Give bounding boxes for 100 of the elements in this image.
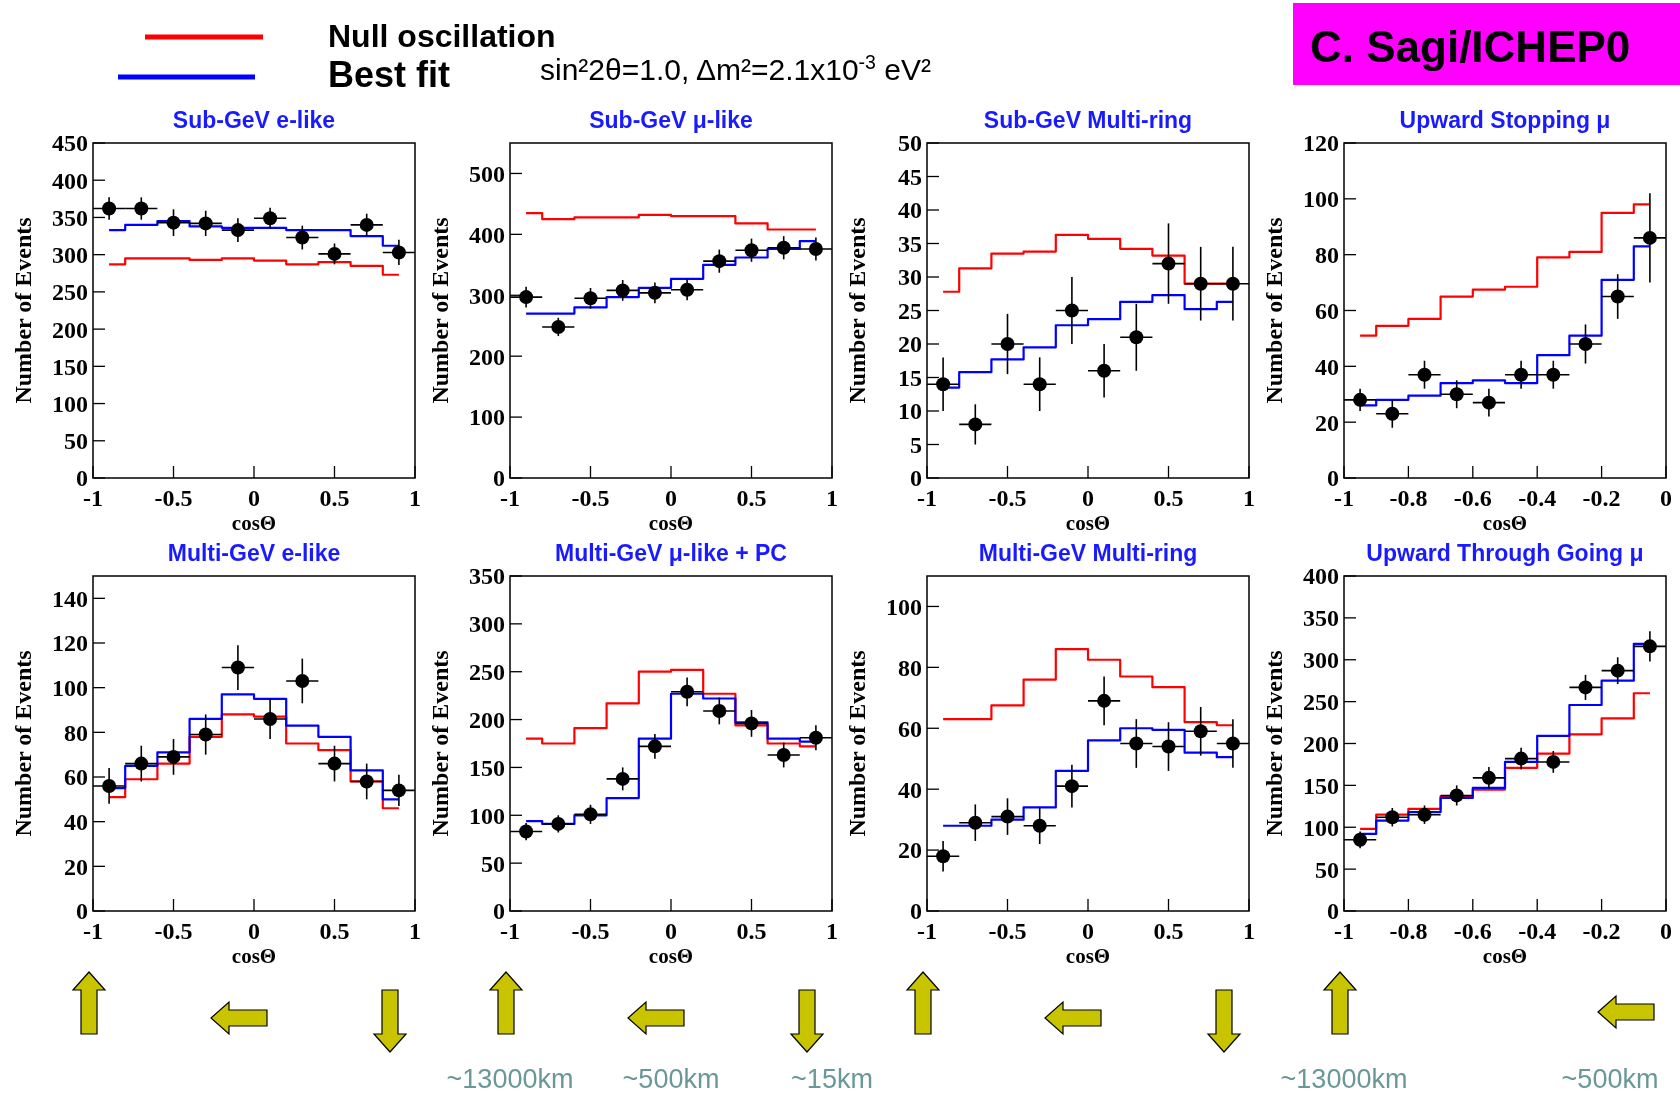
y-tick-label: 40: [1315, 353, 1339, 380]
x-tick-label: 0: [1660, 918, 1672, 944]
y-axis-title: Number of Events: [427, 217, 453, 404]
y-tick-label: 50: [64, 428, 88, 455]
x-tick-label: 1: [409, 918, 421, 944]
y-tick-label: 35: [898, 230, 922, 257]
y-tick-label: 500: [469, 160, 505, 187]
legend-label: Best fit: [328, 54, 451, 95]
text: sin²2θ=1.0, Δm²=2.1x10$^{-3}$ eV²: [540, 51, 931, 86]
y-tick-label: 40: [898, 776, 922, 803]
x-axis-title: cosΘ: [1482, 511, 1528, 535]
text: C. Sagi/ICHEP0: [1310, 22, 1631, 71]
x-tick-label: -0.8: [1389, 918, 1428, 944]
y-tick-label: 200: [1303, 730, 1339, 757]
y-tick-label: 100: [52, 675, 88, 702]
y-tick-label: 350: [469, 563, 505, 590]
y-tick-label: 150: [52, 353, 88, 380]
text: ~500km: [1561, 1064, 1659, 1094]
x-axis-title: cosΘ: [1065, 511, 1111, 535]
y-axis-title: Number of Events: [844, 650, 870, 837]
x-tick-label: 0.5: [736, 485, 767, 511]
y-tick-label: 120: [52, 630, 88, 657]
y-tick-label: 250: [1303, 689, 1339, 716]
y-tick-label: 10: [898, 398, 922, 425]
y-tick-label: 120: [1303, 130, 1339, 157]
y-tick-label: 30: [898, 264, 922, 291]
x-tick-label: 1: [1243, 918, 1255, 944]
y-tick-label: 250: [469, 659, 505, 686]
y-tick-label: 40: [898, 197, 922, 224]
y-tick-label: 100: [469, 802, 505, 829]
x-tick-label: -0.6: [1453, 918, 1492, 944]
y-tick-label: 100: [52, 390, 88, 417]
y-tick-label: 80: [64, 719, 88, 746]
x-axis-title: cosΘ: [648, 944, 694, 968]
x-tick-label: -0.5: [154, 485, 193, 511]
y-tick-label: 300: [469, 611, 505, 638]
y-tick-label: 20: [898, 837, 922, 864]
text: ~15km: [791, 1064, 873, 1094]
y-tick-label: 45: [898, 163, 922, 190]
chart-title: Multi-GeV μ-like + PC: [555, 540, 787, 566]
y-tick-label: 300: [469, 282, 505, 309]
y-tick-label: 450: [52, 130, 88, 157]
y-tick-label: 50: [1315, 856, 1339, 883]
y-tick-label: 300: [1303, 647, 1339, 674]
y-tick-label: 25: [898, 297, 922, 324]
text: ~500km: [622, 1064, 720, 1094]
y-tick-label: 350: [52, 204, 88, 231]
y-tick-label: 150: [469, 754, 505, 781]
y-tick-label: 80: [898, 654, 922, 681]
chart-title: Sub-GeV μ-like: [589, 107, 753, 133]
x-axis-title: cosΘ: [231, 944, 277, 968]
y-tick-label: 60: [1315, 297, 1339, 324]
x-tick-label: 0: [1082, 918, 1094, 944]
x-tick-label: 0.5: [1153, 485, 1184, 511]
y-tick-label: 300: [52, 242, 88, 269]
x-tick-label: 0: [248, 485, 260, 511]
text: ~13000km: [446, 1064, 574, 1094]
x-tick-label: -0.4: [1518, 918, 1557, 944]
y-tick-label: 80: [1315, 242, 1339, 269]
x-axis-title: cosΘ: [231, 511, 277, 535]
x-tick-label: -0.5: [154, 918, 193, 944]
y-tick-label: 350: [1303, 605, 1339, 632]
x-tick-label: -0.6: [1453, 485, 1492, 511]
x-tick-label: 0.5: [319, 918, 350, 944]
x-axis-title: cosΘ: [1065, 944, 1111, 968]
chart-title: Sub-GeV Multi-ring: [983, 107, 1193, 133]
y-tick-label: 100: [1303, 186, 1339, 213]
text: ~13000km: [1280, 1064, 1408, 1094]
x-tick-label: -0.5: [571, 485, 610, 511]
y-tick-label: 15: [898, 364, 922, 391]
y-tick-label: 200: [469, 343, 505, 370]
y-axis-title: Number of Events: [10, 217, 36, 404]
y-tick-label: 50: [898, 130, 922, 157]
x-tick-label: 0: [1082, 485, 1094, 511]
x-tick-label: 0: [665, 918, 677, 944]
x-tick-label: -0.2: [1582, 485, 1621, 511]
x-tick-label: 0.5: [736, 918, 767, 944]
x-tick-label: 0: [248, 918, 260, 944]
y-tick-label: 140: [52, 585, 88, 612]
chart-title: Sub-GeV e-like: [172, 107, 336, 133]
y-tick-label: 400: [1303, 563, 1339, 590]
y-axis-title: Number of Events: [1261, 217, 1287, 404]
chart-title: Multi-GeV Multi-ring: [978, 540, 1198, 566]
x-axis-title: cosΘ: [1482, 944, 1528, 968]
y-tick-label: 20: [898, 331, 922, 358]
y-tick-label: 20: [1315, 409, 1339, 436]
y-tick-label: 400: [52, 167, 88, 194]
y-tick-label: 5: [910, 431, 922, 458]
x-tick-label: -0.5: [988, 485, 1027, 511]
legend-label: Null oscillation: [328, 18, 556, 54]
x-axis-title: cosΘ: [648, 511, 694, 535]
y-tick-label: 20: [64, 853, 88, 880]
y-tick-label: 250: [52, 279, 88, 306]
y-tick-label: 100: [886, 593, 922, 620]
x-tick-label: -0.2: [1582, 918, 1621, 944]
x-tick-label: 0.5: [1153, 918, 1184, 944]
y-axis-title: Number of Events: [10, 650, 36, 837]
x-tick-label: 0: [1660, 485, 1672, 511]
x-tick-label: 0.5: [319, 485, 350, 511]
chart-title: Upward Through Going μ: [1366, 540, 1644, 566]
